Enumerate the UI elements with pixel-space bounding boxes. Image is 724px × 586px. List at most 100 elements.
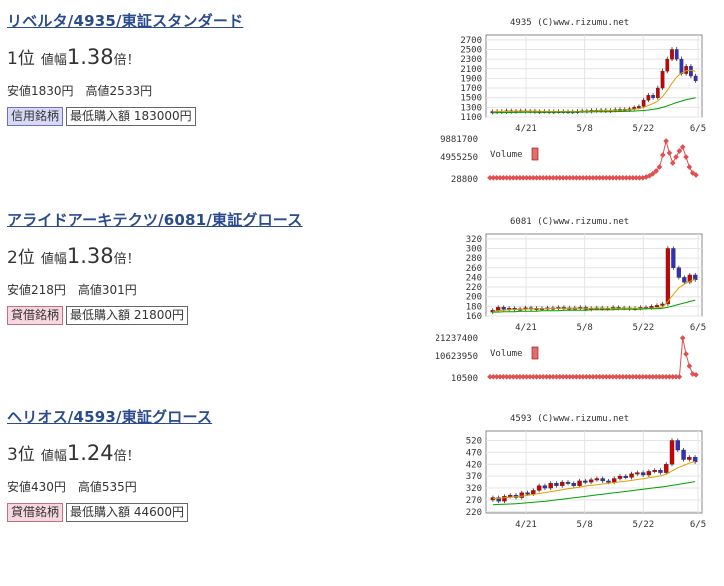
candle (693, 75, 698, 82)
price-range: 安値430円 高値535円 (7, 478, 137, 495)
price-tick-label: 200 (466, 293, 482, 303)
volume-point (566, 373, 573, 380)
multiplier-suffix: 倍！ (113, 449, 140, 464)
margin-type-badge: 信用銘柄 (7, 107, 64, 126)
margin-type-badge: 貸借銘柄 (7, 503, 64, 522)
volume-point (683, 351, 689, 357)
high-price: 高値301円 (77, 283, 137, 297)
volume-point (563, 373, 570, 380)
price-tick-label: 520 (466, 437, 482, 447)
low-price: 安値430円 (7, 480, 66, 494)
ranking-entry-1: リベルタ/4935/東証スタンダード 1位 値幅1.38倍！ 安値1830円 高値2… (0, 0, 724, 190)
price-tick-label: 240 (466, 273, 482, 283)
volume-point (606, 373, 613, 380)
price-tick-label: 220 (466, 283, 482, 293)
volume-point (630, 373, 636, 380)
ranking-entry-3: ヘリオス/4593/東証グロース 3位 値幅1.24倍！ 安値430円 高値535円… (0, 396, 724, 586)
ma-short-line (492, 460, 696, 500)
volume-point (497, 373, 503, 380)
candle (655, 87, 660, 98)
price-tick-label: 320 (466, 235, 482, 245)
volume-point (556, 373, 563, 380)
price-tick-label: 220 (466, 508, 482, 518)
candle (675, 440, 680, 451)
volume-point (676, 373, 683, 380)
volume-label: Volume (490, 150, 523, 160)
candle (687, 456, 692, 460)
chart-header: 6081 (C)www.rizumu.net (510, 217, 629, 227)
volume-point (576, 373, 583, 380)
candle (588, 479, 594, 483)
volume-point (646, 373, 653, 380)
candle (640, 472, 646, 476)
stock-title-link[interactable]: リベルタ/4935/東証スタンダード (7, 12, 244, 30)
min-purchase-badge: 最低購入額 183000円 (66, 107, 196, 126)
ma-long-line (492, 481, 696, 506)
candle (646, 471, 652, 476)
volume-point (663, 373, 669, 380)
price-tick-label: 470 (466, 448, 482, 458)
chart-svg: 6081 (C)www.rizumu.net 320300280260240220… (436, 217, 706, 384)
volume-tick-label: 21237400 (436, 334, 478, 344)
volume-point (693, 172, 699, 178)
stock-chart: 6081 (C)www.rizumu.net 320 300 280 260 240 220… (436, 199, 724, 389)
candle (629, 473, 634, 478)
volume-point (610, 373, 616, 380)
volume-point (586, 373, 593, 380)
volume-point (623, 174, 630, 181)
candle (606, 480, 611, 483)
candle (665, 248, 671, 305)
price-tick-label: 1900 (460, 74, 482, 84)
volume-point (663, 138, 669, 144)
candle (554, 483, 559, 486)
price-tick-label: 2300 (460, 55, 482, 65)
candle (635, 472, 640, 475)
rank-number: 1位 (7, 49, 35, 69)
candle (692, 456, 698, 463)
candle (542, 485, 548, 489)
candle (676, 267, 681, 278)
price-range: 安値218円 高値301円 (7, 281, 137, 298)
volume-point (533, 373, 540, 380)
price-plot-frame (485, 34, 703, 118)
date-tick-label: 6/5 (690, 520, 706, 530)
candle (577, 480, 582, 486)
volume-point (590, 373, 596, 380)
volume-point (656, 373, 663, 380)
date-tick-label: 5/22 (632, 124, 654, 134)
candle (658, 470, 663, 473)
multiplier-value: 1.38 (66, 244, 114, 268)
volume-point (669, 160, 676, 166)
low-price: 安値1830円 (7, 84, 74, 98)
candle (671, 248, 676, 268)
volume-point (573, 373, 580, 380)
candle (669, 440, 675, 465)
volume-point (560, 174, 566, 181)
candle (687, 274, 692, 283)
volume-point (620, 174, 626, 181)
volume-point (649, 373, 656, 380)
volume-point (500, 373, 507, 380)
volume-point (596, 373, 603, 380)
date-tick-label: 6/5 (690, 124, 706, 134)
chart-svg: 4935 (C)www.rizumu.net 270025002300210019… (440, 18, 706, 185)
candle (651, 95, 655, 98)
rate-label: 値幅 (40, 252, 67, 267)
price-tick-label: 2500 (460, 45, 482, 55)
price-tick-label: 180 (466, 302, 482, 312)
volume-point (686, 363, 693, 369)
price-tick-label: 370 (466, 472, 482, 482)
chart-header: 4935 (C)www.rizumu.net (510, 18, 629, 28)
volume-point (613, 373, 620, 380)
stock-title-link[interactable]: ヘリオス/4593/東証グロース (7, 408, 213, 426)
high-price: 高値2533円 (85, 84, 153, 98)
candle (501, 307, 506, 310)
volume-point (636, 373, 643, 380)
ranking-entry-2: アライドアーキテクツ/6081/東証グロース 2位 値幅1.38倍！ 安値218円… (0, 199, 724, 389)
volume-point (560, 373, 566, 380)
volume-point (666, 373, 673, 380)
volume-point (649, 170, 656, 177)
volume-point (673, 373, 679, 380)
stock-title-link[interactable]: アライドアーキテクツ/6081/東証グロース (7, 211, 303, 229)
